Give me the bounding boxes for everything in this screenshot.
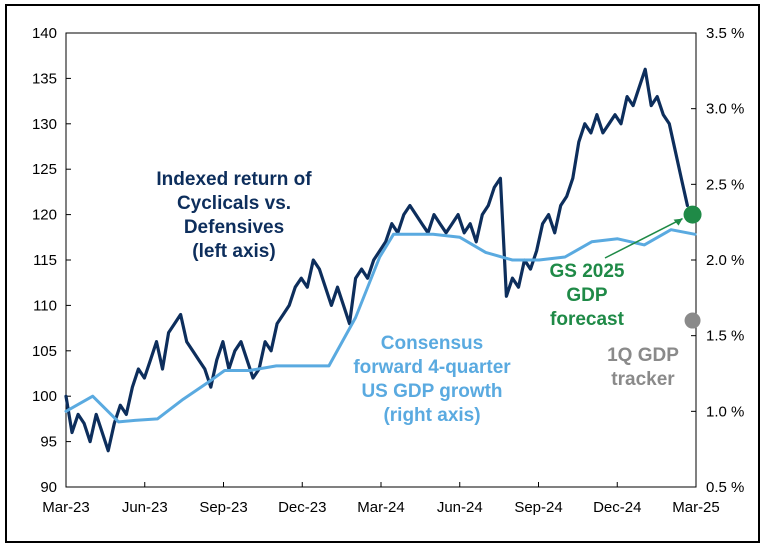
cyclicals-annotation: Indexed return of Cyclicals vs. Defensives…	[156, 169, 312, 262]
axis-layer: 90 95 100 105 110 115 120 125 130 135 140 0.5 % 1.0 …	[32, 25, 744, 516]
consensus-gdp-line	[64, 228, 697, 424]
x-tick-label: Mar-24	[357, 499, 405, 516]
right-tick-label: 0.5 %	[706, 479, 744, 496]
left-tick-label: 95	[40, 434, 57, 451]
gs-forecast-arrow	[604, 217, 683, 259]
right-tick-label: 1.5 %	[706, 328, 744, 345]
gs-forecast-annotation-line: forecast	[550, 309, 625, 330]
gs-forecast-arrowhead	[673, 218, 683, 226]
right-tick-label: 3.5 %	[706, 25, 744, 42]
right-tick-label: 1.0 %	[706, 403, 744, 420]
right-tick-label: 2.5 %	[706, 176, 744, 193]
left-tick-label: 115	[33, 252, 57, 269]
tracker-annotation-line: tracker	[611, 369, 675, 390]
right-tick-label: 3.0 %	[706, 101, 744, 118]
left-tick-label: 130	[32, 116, 57, 133]
gdp-tracker-point	[684, 312, 701, 329]
cyclicals-annotation-line: (left axis)	[192, 241, 275, 262]
tracker-annotation-line: 1Q GDP	[607, 345, 679, 366]
consensus-annotation: Consensus forward 4-quarter US GDP growth (…	[353, 333, 511, 426]
consensus-annotation-line: forward 4-quarter	[353, 357, 511, 378]
left-tick-label: 125	[32, 161, 57, 178]
consensus-annotation-line: Consensus	[381, 333, 483, 354]
gs-forecast-annotation-line: GS 2025	[550, 261, 625, 282]
gs-forecast-annotation: GS 2025 GDP forecast	[550, 261, 625, 330]
x-tick-label: Jun-24	[437, 499, 483, 516]
consensus-annotation-line: (right axis)	[383, 405, 480, 426]
x-tick-label: Mar-23	[42, 499, 90, 516]
left-tick-label: 140	[32, 25, 57, 42]
left-tick-label: 105	[32, 343, 57, 360]
left-tick-label: 110	[33, 297, 57, 314]
gs-forecast-annotation-line: GDP	[566, 285, 608, 306]
x-tick-label: Sep-23	[199, 499, 247, 516]
series-layer	[64, 67, 702, 453]
plot-frame	[65, 32, 697, 488]
x-tick-label: Mar-25	[672, 499, 720, 516]
right-tick-label: 2.0 %	[706, 252, 744, 269]
x-tick-label: Sep-24	[514, 499, 562, 516]
cyclicals-annotation-line: Defensives	[184, 217, 284, 238]
consensus-annotation-line: US GDP growth	[361, 381, 502, 402]
tracker-annotation: 1Q GDP tracker	[607, 345, 679, 390]
x-tick-label: Dec-24	[593, 499, 641, 516]
x-tick-label: Dec-23	[278, 499, 326, 516]
left-tick-label: 135	[32, 70, 57, 87]
cyclicals-annotation-line: Cyclicals vs.	[177, 193, 291, 214]
gs-forecast-point	[683, 205, 702, 224]
cyclicals-line	[64, 67, 690, 453]
left-tick-label: 100	[32, 388, 57, 405]
x-tick-label: Jun-23	[122, 499, 168, 516]
outer-frame	[5, 4, 760, 543]
cyclicals-annotation-line: Indexed return of	[156, 169, 312, 190]
left-tick-label: 90	[40, 479, 57, 496]
left-tick-label: 120	[32, 207, 57, 224]
label-layer: Indexed return of Cyclicals vs. Defensives…	[156, 169, 683, 426]
